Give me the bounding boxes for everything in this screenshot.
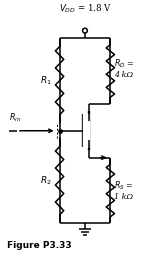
Text: $R_S$ =
1 kΩ: $R_S$ = 1 kΩ — [114, 180, 134, 201]
Text: $V_{DD}$ = 1.8 V: $V_{DD}$ = 1.8 V — [59, 2, 111, 15]
Text: $R_2$: $R_2$ — [40, 174, 52, 187]
Text: Figure P3.33: Figure P3.33 — [7, 241, 72, 250]
Text: $R_1$: $R_1$ — [40, 75, 52, 87]
Text: $R_{in}$: $R_{in}$ — [9, 111, 21, 124]
Text: $R_D$ =
4 kΩ: $R_D$ = 4 kΩ — [114, 57, 135, 79]
